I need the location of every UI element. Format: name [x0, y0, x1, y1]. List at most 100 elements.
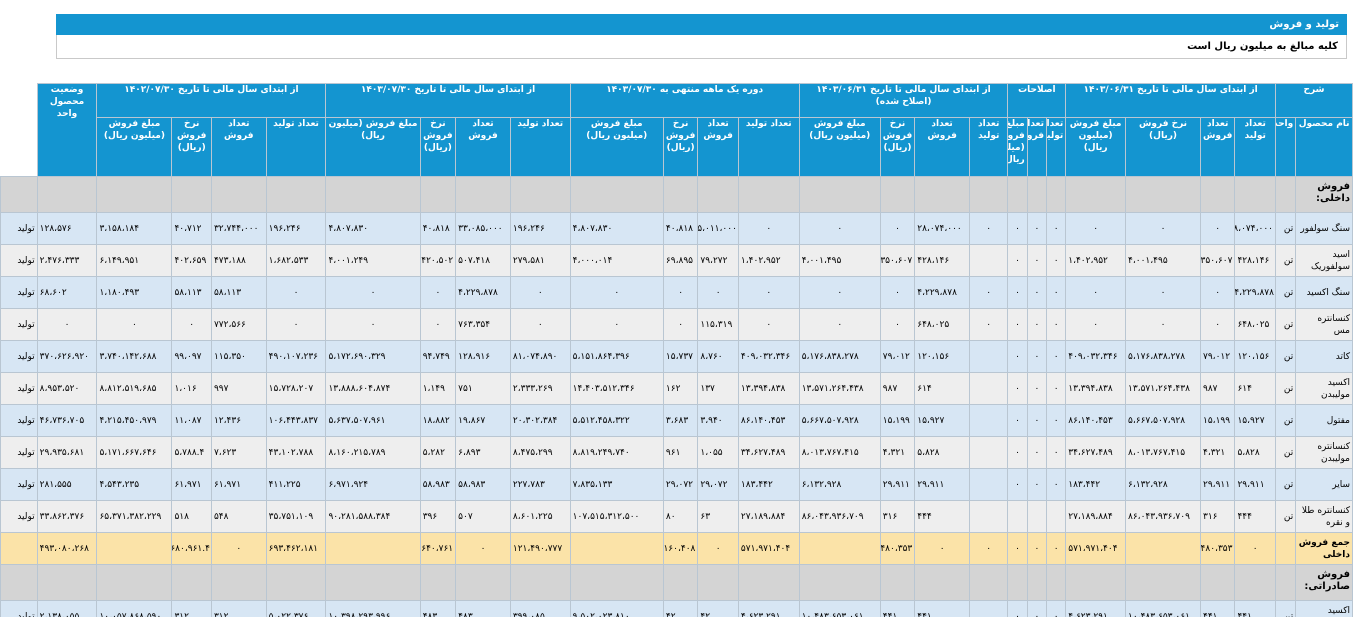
value-cell: ۰: [265, 276, 327, 309]
value-cell: ۸،۸۱۹،۲۴۹،۷۴۰: [569, 436, 664, 469]
value-cell: ۵۸،۹۸۳: [455, 468, 511, 501]
value-cell: ۹۶۱: [662, 436, 699, 469]
value-cell: ۰: [798, 308, 881, 341]
value-cell: ۰: [1045, 212, 1067, 245]
value-cell: ۱،۰۵۵: [697, 436, 739, 469]
unit-cell: تن: [1274, 468, 1297, 501]
empty-cell: [0, 176, 38, 213]
value-cell: ۳۹۹،۰۸۵: [509, 600, 571, 617]
value-cell: ۴۴۱: [1199, 600, 1236, 617]
value-cell: ۱۲۰،۱۵۶: [914, 340, 970, 373]
value-cell: ۱۹۶،۲۴۶: [509, 212, 571, 245]
value-cell: ۰: [1045, 372, 1067, 405]
product-name: کاتد: [1295, 340, 1353, 373]
empty-cell: [1234, 176, 1276, 213]
column-group-header: اصلاحات: [1007, 83, 1067, 118]
value-cell: ۰: [1007, 212, 1028, 245]
value-cell: ۵۰۷: [455, 500, 511, 533]
column-header: تعداد تولید: [265, 117, 327, 177]
empty-cell: [265, 564, 327, 601]
column-header: تعداد تولید: [1234, 117, 1276, 177]
value-cell: ۴۳،۱۰۲،۷۸۸: [265, 436, 327, 469]
value-cell: ۱۶۲: [662, 372, 699, 405]
value-cell: ۸۶،۱۴۰،۴۵۳: [737, 404, 800, 437]
value-cell: ۴،۲۲۹،۸۷۸: [914, 276, 970, 309]
value-cell: ۰: [1026, 532, 1047, 565]
value-cell: ۰: [1007, 308, 1028, 341]
value-cell: [968, 468, 1009, 501]
empty-cell: [1007, 176, 1028, 213]
value-cell: [325, 532, 421, 565]
value-cell: ۴۲۸،۱۴۶: [914, 244, 970, 277]
value-cell: ۸۱،۰۷۴،۸۹۰: [509, 340, 571, 373]
value-cell: ۰: [1199, 308, 1236, 341]
section-row: فروش داخلی:: [0, 176, 1353, 213]
value-cell: ۶۵،۳۷۱،۳۸۲،۲۲۹: [96, 500, 173, 533]
value-cell: ۵۸،۱۱۳: [210, 276, 267, 309]
value-cell: ۱۱۵،۳۱۹: [697, 308, 739, 341]
value-cell: ۸،۰۱۳،۷۶۷،۴۱۵: [798, 436, 881, 469]
empty-cell: [1026, 564, 1047, 601]
value-cell: ۲۷،۱۸۹،۸۸۴: [737, 500, 800, 533]
value-cell: ۰: [419, 308, 457, 341]
empty-cell: [879, 564, 916, 601]
value-cell: ۳۵،۷۵۱،۱۰۹: [265, 500, 327, 533]
product-name: جمع فروش داخلی: [1295, 532, 1353, 565]
table-row: اسید سولفوریک تن ۴۲۸،۱۴۶ ۳۵۰،۶۰۷ ۴،۰۰۱،۴۹۵ ۱،…: [0, 244, 1353, 277]
value-cell: ۷۹،۲۷۲: [697, 244, 739, 277]
value-cell: ۴۲: [662, 600, 699, 617]
value-cell: [968, 436, 1009, 469]
value-cell: ۴۸۳: [455, 600, 511, 617]
value-cell: ۰: [210, 532, 267, 565]
value-cell: ۱۵،۹۲۷: [914, 404, 970, 437]
value-cell: ۱۰،۳۹۸،۲۹۳،۹۹۶: [325, 600, 421, 617]
value-cell: ۴،۳۲۱: [879, 436, 916, 469]
value-cell: [96, 532, 173, 565]
production-sales-table-container[interactable]: شرح از ابتدای سال مالی تا تاریخ ۱۴۰۳/۰۶/۳…: [0, 83, 1353, 617]
value-cell: ۰: [1125, 276, 1201, 309]
product-status: تولید: [0, 276, 38, 309]
table-row: کاتد تن ۱۲۰،۱۵۶ ۷۹،۰۱۲ ۵،۱۷۶،۸۳۸،۲۷۸ ۴۰۹،۰۳۲،…: [0, 340, 1353, 373]
value-cell: ۵،۰۱۱،۰۰۰: [697, 212, 739, 245]
value-cell: ۰: [1045, 532, 1067, 565]
unit-cell: تن: [1274, 436, 1297, 469]
empty-cell: [1065, 564, 1127, 601]
column-header: مبلغ فروش (میلیون ریال): [325, 117, 421, 177]
product-status: تولید: [0, 404, 38, 437]
product-status: [0, 532, 38, 565]
table-row: سنگ اکسید تن ۴،۲۲۹،۸۷۸ ۰ ۰ ۰ ۰ ۰ ۰ ۰ ۴،۲۲۹،۸۷۸ ۰ ۰ ۰ ۰…: [0, 276, 1353, 309]
value-cell: ۵،۱۷۶،۸۳۸،۲۷۸: [798, 340, 881, 373]
column-header: تعداد فروش: [210, 117, 267, 177]
value-cell: ۴۴۱: [1234, 600, 1276, 617]
value-cell: ۰: [1199, 276, 1236, 309]
empty-cell: [914, 564, 970, 601]
product-status: تولید: [0, 372, 38, 405]
product-status: تولید: [0, 436, 38, 469]
value-cell: ۰: [1065, 308, 1127, 341]
value-cell: ۹۸۷: [1199, 372, 1236, 405]
value-cell: ۰: [419, 276, 457, 309]
value-cell: ۰: [509, 308, 571, 341]
empty-cell: [1274, 176, 1297, 213]
empty-cell: [737, 176, 800, 213]
value-cell: ۵،۸۲۸: [1234, 436, 1276, 469]
empty-cell: [455, 564, 511, 601]
value-cell: ۱۳،۳۹۴،۸۳۸: [1065, 372, 1127, 405]
value-cell: ۱۲۰،۱۵۶: [1234, 340, 1276, 373]
empty-cell: [1125, 176, 1201, 213]
value-cell: ۵،۱۵۱،۸۶۴،۳۹۶: [569, 340, 664, 373]
column-header: مبلغ فروش (میلیون ریال): [798, 117, 881, 177]
value-cell: ۰: [968, 276, 1009, 309]
unit-cell: تن: [1274, 244, 1297, 277]
value-cell: ۰: [1045, 468, 1067, 501]
value-cell: [968, 340, 1009, 373]
value-cell: ۸،۸۱۲،۵۱۹،۶۸۵: [96, 372, 173, 405]
value-cell: ۰: [325, 276, 421, 309]
value-cell: ۲۸۱،۵۵۵: [36, 468, 98, 501]
value-cell: ۰: [1007, 276, 1028, 309]
value-cell: ۴۸۰،۳۵۳: [879, 532, 916, 565]
value-cell: ۰: [1007, 404, 1028, 437]
value-cell: ۷۹،۰۱۲: [879, 340, 916, 373]
product-name: سنگ اکسید: [1295, 276, 1353, 309]
